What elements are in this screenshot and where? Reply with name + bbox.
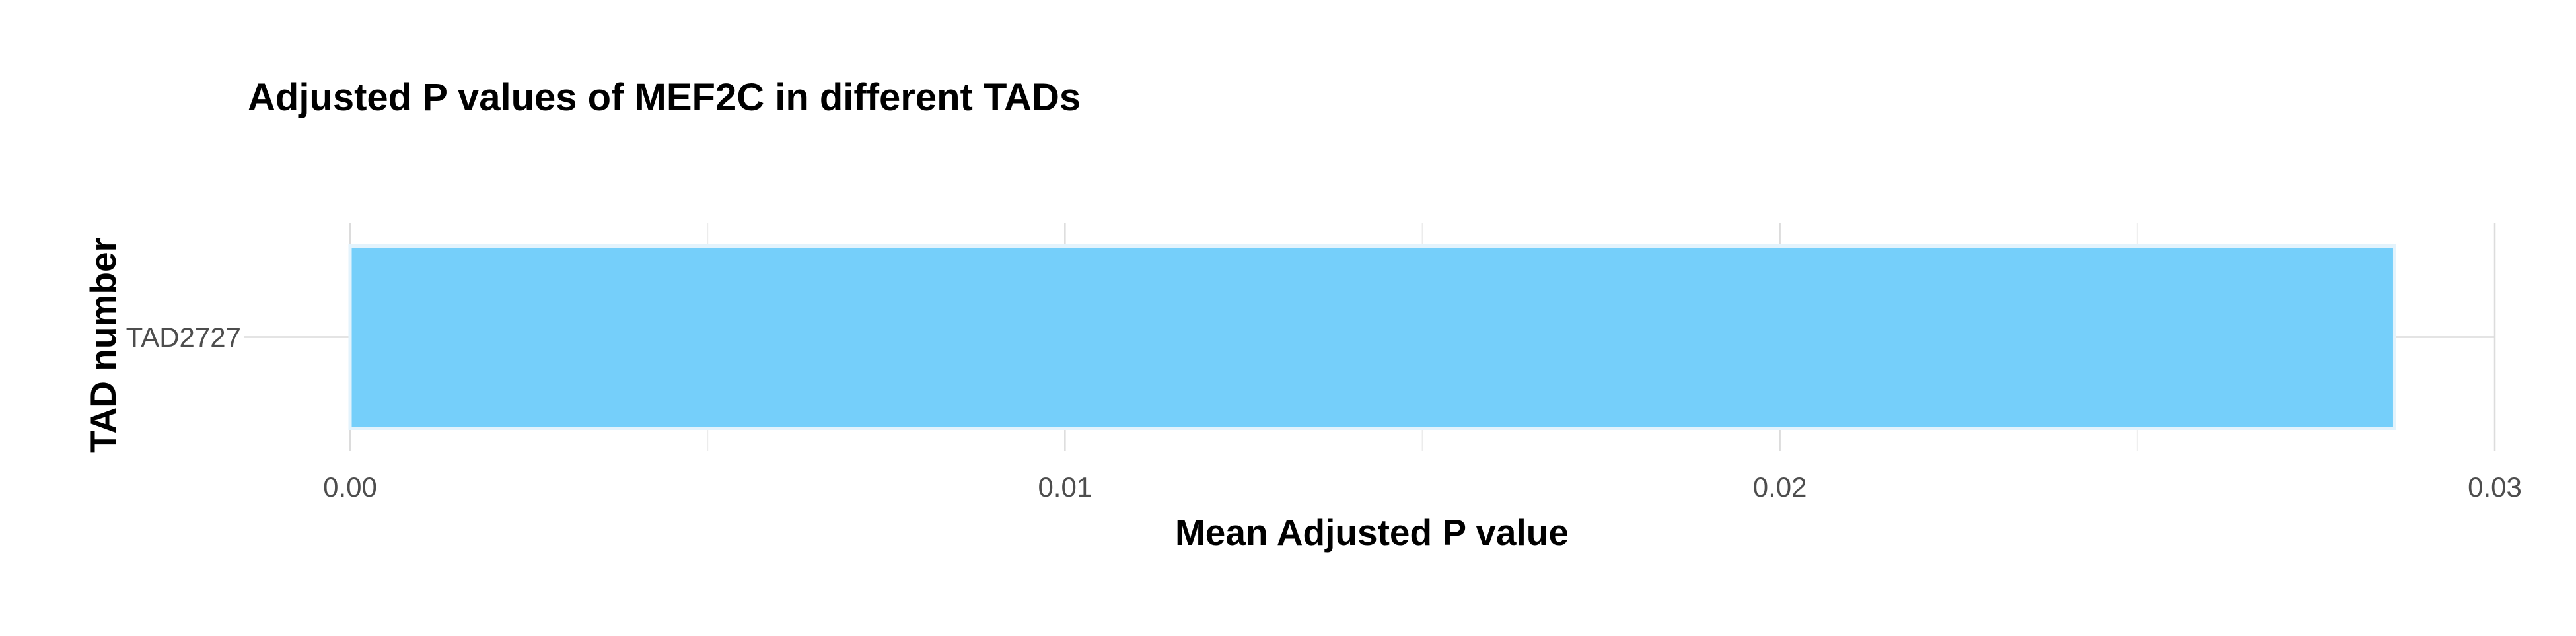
chart-title: Adjusted P values of MEF2C in different … [248,76,1081,119]
y-axis-title: TAD number [83,238,124,453]
y-tick-label: TAD2727 [126,322,241,353]
x-tick-label: 0.01 [1038,472,1092,503]
x-axis-ticks: 0.00 0.01 0.02 0.03 [323,472,2522,503]
x-tick-label: 0.00 [323,472,377,503]
bar-tad2727 [348,244,2396,430]
x-tick-label: 0.02 [1753,472,1807,503]
x-axis-title: Mean Adjusted P value [1175,512,1569,553]
x-tick-label: 0.03 [2468,472,2522,503]
bars [348,244,2396,430]
y-axis-ticks: TAD2727 [126,322,241,353]
